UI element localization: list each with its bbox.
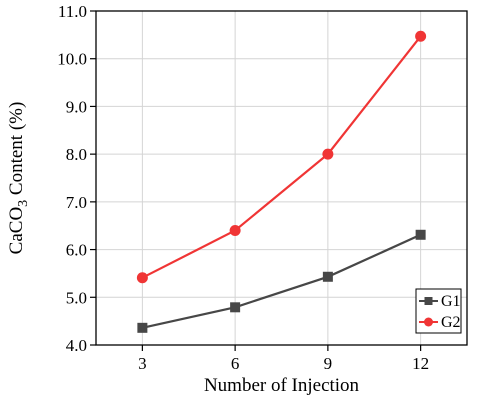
plot-frame bbox=[95, 10, 468, 346]
y-tick-label: 10.0 bbox=[57, 50, 87, 69]
data-point-g2 bbox=[322, 148, 334, 160]
y-axis-ticks: 4.0 5.0 6.0 7.0 8.0 9.0 10.0 11.0 bbox=[57, 2, 96, 355]
x-tick-label: 6 bbox=[231, 354, 240, 373]
y-tick-label: 7.0 bbox=[66, 193, 87, 212]
data-point-g2 bbox=[415, 30, 427, 42]
series-line-g2 bbox=[141, 35, 422, 279]
y-tick-label: 9.0 bbox=[66, 97, 87, 116]
y-tick-label: 5.0 bbox=[66, 288, 87, 307]
legend-box bbox=[415, 288, 462, 334]
y-tick-label: 6.0 bbox=[66, 241, 87, 260]
y-tick-label: 4.0 bbox=[66, 336, 87, 355]
series-line-g1 bbox=[142, 233, 422, 329]
x-tick-label: 9 bbox=[324, 354, 333, 373]
legend-marker-g1 bbox=[424, 297, 433, 305]
x-tick-label: 3 bbox=[138, 354, 147, 373]
y-axis-label-prefix: CaCO bbox=[6, 207, 27, 255]
data-point-g2 bbox=[136, 272, 148, 284]
data-point-g1 bbox=[137, 322, 148, 333]
legend-label-g1: G1 bbox=[441, 293, 461, 310]
y-axis-label-subscript: 3 bbox=[16, 200, 31, 207]
data-point-g1 bbox=[415, 229, 426, 240]
y-tick-label: 11.0 bbox=[58, 2, 87, 21]
y-axis-label-suffix: Content (%) bbox=[6, 102, 27, 200]
legend-marker-g2 bbox=[424, 317, 433, 327]
y-tick-label: 8.0 bbox=[66, 145, 87, 164]
grid-lines bbox=[96, 10, 467, 346]
data-point-g1 bbox=[322, 271, 333, 282]
legend-label-g2: G2 bbox=[441, 314, 461, 331]
x-axis-label: Number of Injection bbox=[204, 375, 360, 396]
data-point-g1 bbox=[230, 302, 241, 313]
x-axis-ticks: 3 6 9 12 bbox=[138, 345, 429, 373]
y-axis-label: CaCO3 Content (%) bbox=[6, 102, 31, 255]
data-point-g2 bbox=[229, 224, 241, 236]
x-tick-label: 12 bbox=[412, 354, 429, 373]
series-group bbox=[136, 30, 427, 333]
